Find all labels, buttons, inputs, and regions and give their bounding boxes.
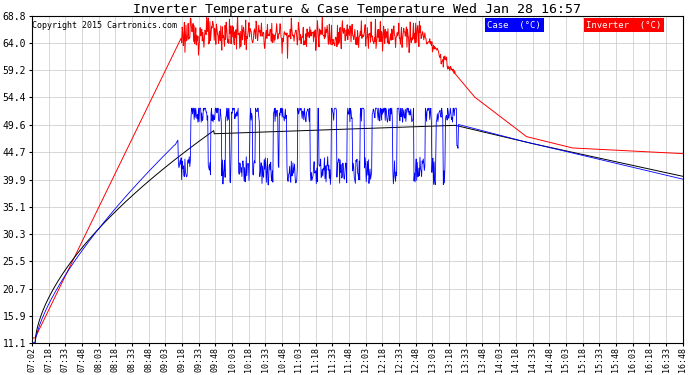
Title: Inverter Temperature & Case Temperature Wed Jan 28 16:57: Inverter Temperature & Case Temperature … bbox=[133, 3, 581, 16]
Text: Case  (°C): Case (°C) bbox=[487, 21, 541, 30]
Text: Inverter  (°C): Inverter (°C) bbox=[586, 21, 662, 30]
Text: Copyright 2015 Cartronics.com: Copyright 2015 Cartronics.com bbox=[32, 21, 177, 30]
